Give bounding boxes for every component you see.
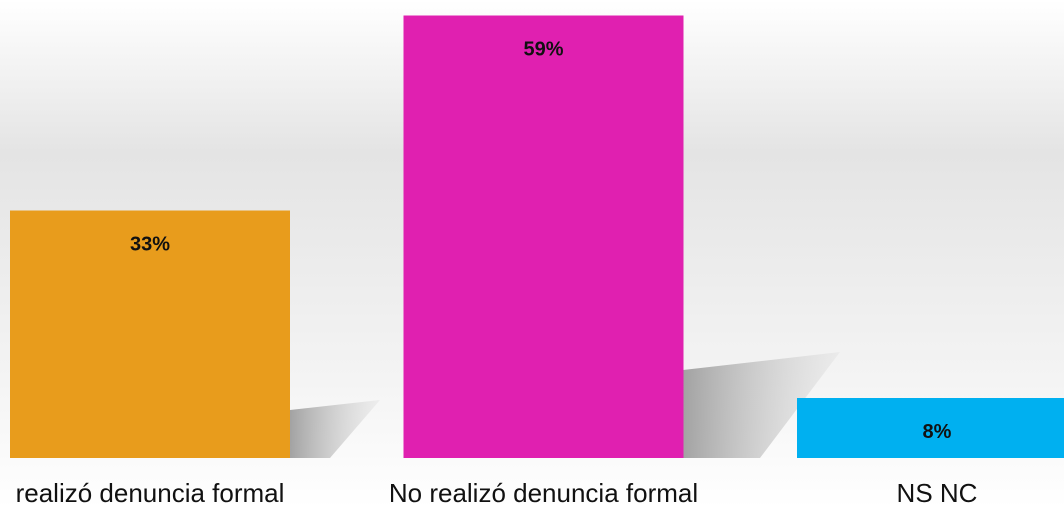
value-label: 33%	[130, 234, 170, 256]
bar-shadow	[683, 352, 840, 458]
plot-area: 33% realizó denuncia formal 59% No realizó …	[10, 15, 1064, 508]
value-label: 8%	[923, 421, 952, 443]
bar	[403, 15, 684, 458]
bar-shadow	[290, 400, 380, 458]
bar	[10, 210, 290, 458]
x-tick-label: NS NC	[897, 478, 978, 508]
bar	[797, 398, 1064, 458]
value-label: 59%	[523, 39, 563, 61]
x-tick-label: realizó denuncia formal	[16, 478, 285, 508]
x-tick-label: No realizó denuncia formal	[389, 478, 698, 508]
